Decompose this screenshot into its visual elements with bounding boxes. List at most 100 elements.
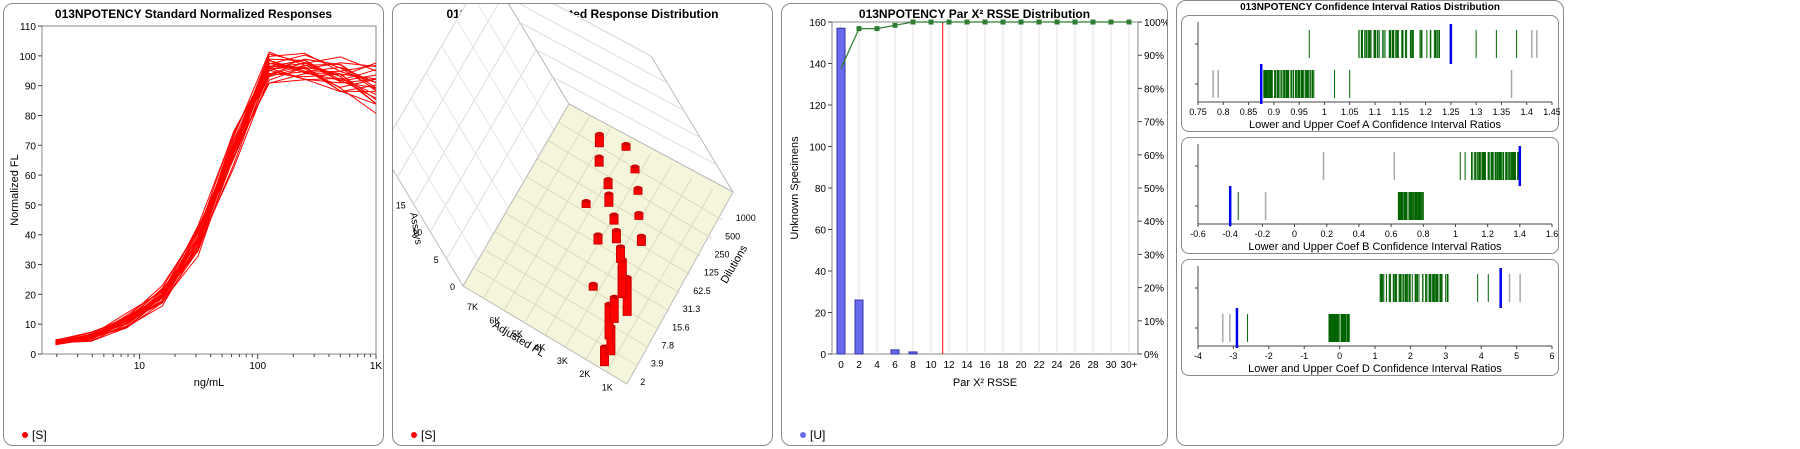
x-tick-label: 0.2 — [1320, 229, 1333, 239]
x-tick-label: 1 — [1322, 107, 1327, 117]
histogram-bar — [854, 299, 864, 355]
x-tick-label: 1.2 — [1419, 107, 1432, 117]
wall-grid — [441, 45, 524, 183]
x-axis-label: ng/mL — [194, 377, 225, 389]
y-tick-label: 10 — [25, 320, 37, 331]
cumulative-marker — [1000, 19, 1006, 25]
standard-responses-chart: 0 10 20 30 40 50 60 70 80 90 100 110 10 100 1K ng/mL Nor… — [9, 22, 383, 389]
x-tick-label: 28 — [1087, 360, 1099, 371]
floor-grid — [558, 121, 723, 221]
y2-tick-label: 70% — [1144, 118, 1164, 129]
y-tick-label: 62.5 — [693, 286, 711, 296]
legend-label: [S] — [32, 428, 47, 442]
y2-tick-label: 100% — [1144, 18, 1168, 29]
y-tick-label: 40 — [815, 267, 827, 278]
bar3d-top — [595, 154, 604, 159]
x-tick-label: 0.75 — [1189, 107, 1207, 117]
cumulative-marker — [1072, 19, 1078, 25]
x-tick-label: 1.4 — [1514, 229, 1527, 239]
bar3d-top — [637, 233, 646, 238]
floor-grid — [547, 139, 713, 239]
floor-grid — [536, 158, 702, 258]
x-tick-label: 26 — [1069, 360, 1081, 371]
x-tick-label: -0.4 — [1222, 229, 1238, 239]
y-tick-label: 250 — [715, 250, 730, 260]
x-tick-label: -1 — [1300, 351, 1308, 361]
y-tick-label: 60 — [25, 171, 37, 182]
x-tick-label: 4 — [1479, 351, 1484, 361]
x-tick-label: 1.3 — [1470, 107, 1483, 117]
x-tick-label: 20 — [1015, 360, 1027, 371]
x-tick-label: 0.95 — [1290, 107, 1308, 117]
legend-marker — [800, 432, 806, 438]
x-axis-label: Lower and Upper Coef D Confidence Interv… — [1248, 363, 1502, 375]
x-tick-label: 1K — [370, 361, 383, 372]
x-tick-label: 22 — [1033, 360, 1045, 371]
x-tick-label: -3 — [1229, 351, 1237, 361]
x-tick-label: 1.45 — [1543, 107, 1560, 117]
cumulative-marker — [964, 19, 970, 25]
x-tick-label: 0.85 — [1240, 107, 1258, 117]
x-tick-label: 1.1 — [1369, 107, 1382, 117]
x-tick-label: 30+ — [1121, 360, 1138, 371]
adjusted-response-3d-chart: 05101520251K2K3K4K5K6K7K23.97.815.631.36… — [393, 4, 756, 393]
x-tick-label: 4K — [534, 342, 545, 352]
y-tick-label: 80 — [25, 111, 37, 122]
y2-tick-label: 10% — [1144, 317, 1164, 328]
x-tick-label: 24 — [1051, 360, 1063, 371]
y-tick-label: 100 — [809, 143, 826, 154]
cumulative-marker — [910, 19, 916, 25]
histogram-bar — [890, 349, 900, 355]
x-tick-label: 1 — [1372, 351, 1377, 361]
coef-d-chart: -4 -3 -2 -1 0 1 2 3 4 5 6 Lower and Upper Coef D Co… — [1194, 266, 1555, 375]
rsse-distribution-chart: 0204060801001201401600%10%20%30%40%50%60… — [789, 18, 1168, 389]
panel-title: 013NPOTENCY Standard Normalized Response… — [54, 7, 333, 21]
wall-grid — [477, 4, 555, 131]
y-tick-label: 2 — [640, 377, 645, 387]
bar3d-top — [610, 212, 618, 217]
z-tick-label: 15 — [396, 200, 406, 210]
adjusted-response-panel: 013NPOTENCY Adjusted Response Distributi… — [392, 3, 773, 446]
x-axis-label: Lower and Upper Coef A Confidence Interv… — [1249, 119, 1501, 131]
wall-grid — [393, 4, 652, 131]
y-tick-label: 31.3 — [683, 304, 701, 314]
bar3d-top — [631, 164, 639, 169]
wall-grid — [413, 21, 685, 205]
confidence-interval-panel: 013NPOTENCY Confidence Interval Ratios D… — [1176, 0, 1564, 446]
y-tick-label: 0 — [30, 350, 36, 361]
bar3d — [609, 296, 619, 323]
x-tick-label: 10 — [134, 361, 146, 372]
y-axis-label: Unknown Specimens — [789, 136, 801, 240]
y-tick-label: 80 — [815, 184, 827, 195]
bar3d-top — [604, 191, 613, 196]
wall-grid — [396, 4, 668, 178]
x-tick-label: 6K — [489, 315, 500, 325]
x-tick-label: 12 — [943, 360, 955, 371]
floor-grid — [526, 176, 691, 276]
y-tick-label: 90 — [25, 82, 37, 93]
x-tick-label: 0.8 — [1217, 107, 1230, 117]
x-tick-label: 18 — [997, 360, 1009, 371]
z-tick-label: 5 — [434, 255, 439, 265]
y2-tick-label: 30% — [1144, 250, 1164, 261]
x-tick-label: 2 — [1408, 351, 1413, 361]
y-tick-label: 110 — [20, 22, 36, 33]
y-tick-label: 120 — [809, 101, 826, 112]
cumulative-marker — [1054, 19, 1060, 25]
x-tick-label: 1.2 — [1481, 229, 1494, 239]
x-tick-label: 100 — [249, 361, 266, 372]
x-tick-label: 30 — [1105, 360, 1117, 371]
y2-tick-label: 0% — [1144, 350, 1159, 361]
y-tick-label: 40 — [25, 231, 37, 242]
y-tick-label: 500 — [725, 231, 740, 241]
bar3d-top — [595, 131, 604, 136]
x-tick-label: -0.2 — [1255, 229, 1271, 239]
legend-label: [S] — [421, 428, 436, 442]
x-tick-label: 2 — [856, 360, 862, 371]
x-tick-label: 0.4 — [1353, 229, 1366, 239]
x-tick-label: 6 — [1549, 351, 1554, 361]
cumulative-marker — [1126, 19, 1132, 25]
x-tick-label: 5 — [1514, 351, 1519, 361]
bar3d — [615, 245, 625, 263]
x-tick-label: 10 — [925, 360, 937, 371]
